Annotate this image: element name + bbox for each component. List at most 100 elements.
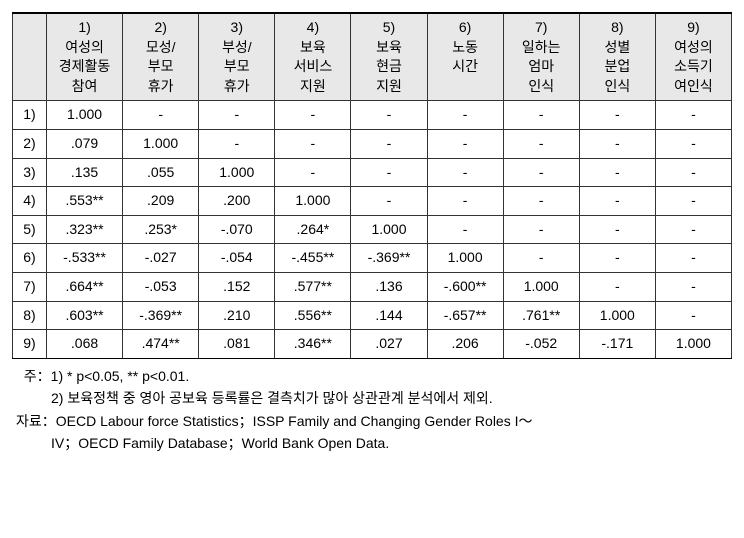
cell: .206 xyxy=(427,330,503,359)
cell: 1.000 xyxy=(199,158,275,187)
cell: - xyxy=(275,129,351,158)
table-notes: 주： 1) * p<0.05, ** p<0.01. 2) 보육정책 중 영아 … xyxy=(12,365,732,455)
cell: .055 xyxy=(123,158,199,187)
cell: .264* xyxy=(275,215,351,244)
cell: - xyxy=(503,158,579,187)
cell: - xyxy=(655,244,731,273)
cell: - xyxy=(275,101,351,130)
note-2: 2) 보육정책 중 영아 공보육 등록률은 결측치가 많아 상관관계 분석에서 … xyxy=(51,387,732,409)
cell: - xyxy=(427,187,503,216)
row-label: 8) xyxy=(13,301,47,330)
cell: .253* xyxy=(123,215,199,244)
source-label: 자료： xyxy=(16,410,56,432)
cell: - xyxy=(427,215,503,244)
cell: .081 xyxy=(199,330,275,359)
cell: - xyxy=(655,215,731,244)
cell: .603** xyxy=(47,301,123,330)
table-header: 1)여성의경제활동참여2)모성/부모휴가3)부성/부모휴가4)보육서비스지원5)… xyxy=(13,13,732,101)
cell: - xyxy=(123,101,199,130)
cell: .135 xyxy=(47,158,123,187)
cell: - xyxy=(579,129,655,158)
row-label: 7) xyxy=(13,272,47,301)
row-label: 9) xyxy=(13,330,47,359)
cell: - xyxy=(655,101,731,130)
cell: -.455** xyxy=(275,244,351,273)
cell: - xyxy=(579,272,655,301)
header-col-1: 1)여성의경제활동참여 xyxy=(47,13,123,101)
header-col-9: 9)여성의소득기여인식 xyxy=(655,13,731,101)
cell: - xyxy=(655,301,731,330)
cell: 1.000 xyxy=(503,272,579,301)
cell: -.533** xyxy=(47,244,123,273)
cell: - xyxy=(579,101,655,130)
cell: .027 xyxy=(351,330,427,359)
table-row: 5).323**.253*-.070.264*1.000---- xyxy=(13,215,732,244)
cell: -.369** xyxy=(123,301,199,330)
cell: - xyxy=(199,129,275,158)
cell: .323** xyxy=(47,215,123,244)
table-row: 7).664**-.053.152.577**.136-.600**1.000-… xyxy=(13,272,732,301)
cell: - xyxy=(351,129,427,158)
table-row: 3).135.0551.000------ xyxy=(13,158,732,187)
source-indent xyxy=(16,432,51,454)
cell: - xyxy=(579,158,655,187)
header-col-2: 2)모성/부모휴가 xyxy=(123,13,199,101)
cell: - xyxy=(503,101,579,130)
table-row: 9).068.474**.081.346**.027.206-.052-.171… xyxy=(13,330,732,359)
cell: - xyxy=(655,272,731,301)
cell: -.369** xyxy=(351,244,427,273)
row-label: 6) xyxy=(13,244,47,273)
cell: .209 xyxy=(123,187,199,216)
cell: 1.000 xyxy=(579,301,655,330)
header-col-5: 5)보육현금지원 xyxy=(351,13,427,101)
cell: - xyxy=(199,101,275,130)
header-col-6: 6)노동시간 xyxy=(427,13,503,101)
cell: .136 xyxy=(351,272,427,301)
cell: .761** xyxy=(503,301,579,330)
cell: - xyxy=(579,215,655,244)
cell: .152 xyxy=(199,272,275,301)
row-label: 3) xyxy=(13,158,47,187)
header-col-4: 4)보육서비스지원 xyxy=(275,13,351,101)
cell: 1.000 xyxy=(351,215,427,244)
note-indent xyxy=(16,387,51,409)
cell: - xyxy=(655,129,731,158)
cell: - xyxy=(503,215,579,244)
cell: - xyxy=(427,101,503,130)
cell: .346** xyxy=(275,330,351,359)
table-row: 6)-.533**-.027-.054-.455**-.369**1.000--… xyxy=(13,244,732,273)
cell: -.600** xyxy=(427,272,503,301)
cell: 1.000 xyxy=(655,330,731,359)
cell: .474** xyxy=(123,330,199,359)
cell: .664** xyxy=(47,272,123,301)
cell: -.657** xyxy=(427,301,503,330)
cell: - xyxy=(655,158,731,187)
table-row: 2).0791.000------- xyxy=(13,129,732,158)
cell: 1.000 xyxy=(427,244,503,273)
cell: - xyxy=(503,129,579,158)
row-label: 4) xyxy=(13,187,47,216)
header-col-8: 8)성별분업인식 xyxy=(579,13,655,101)
source-2: IV；OECD Family Database；World Bank Open … xyxy=(51,432,732,454)
table-row: 8).603**-.369**.210.556**.144-.657**.761… xyxy=(13,301,732,330)
cell: -.171 xyxy=(579,330,655,359)
cell: - xyxy=(579,187,655,216)
cell: - xyxy=(351,101,427,130)
cell: .144 xyxy=(351,301,427,330)
header-col-7: 7)일하는엄마인식 xyxy=(503,13,579,101)
correlation-table: 1)여성의경제활동참여2)모성/부모휴가3)부성/부모휴가4)보육서비스지원5)… xyxy=(12,12,732,359)
table-body: 1)1.000--------2).0791.000-------3).135.… xyxy=(13,101,732,358)
cell: -.070 xyxy=(199,215,275,244)
cell: - xyxy=(655,187,731,216)
cell: - xyxy=(351,158,427,187)
cell: - xyxy=(427,158,503,187)
cell: .068 xyxy=(47,330,123,359)
cell: -.053 xyxy=(123,272,199,301)
cell: - xyxy=(275,158,351,187)
cell: 1.000 xyxy=(275,187,351,216)
header-blank xyxy=(13,13,47,101)
header-col-3: 3)부성/부모휴가 xyxy=(199,13,275,101)
cell: .553** xyxy=(47,187,123,216)
cell: -.054 xyxy=(199,244,275,273)
cell: .079 xyxy=(47,129,123,158)
